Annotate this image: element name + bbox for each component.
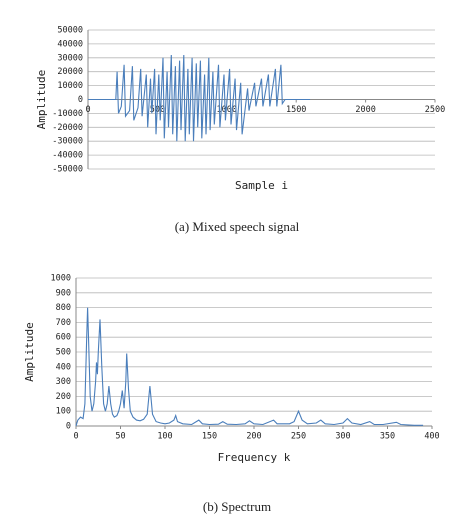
x-tick-label: 400 xyxy=(424,432,439,442)
x-axis-label: Frequency k xyxy=(218,451,291,464)
caption: (a) Mixed speech signal xyxy=(175,219,300,234)
y-tick-label: 600 xyxy=(56,333,71,343)
x-tick-label: 50 xyxy=(115,432,125,442)
x-tick-label: 1000 xyxy=(217,105,237,115)
y-tick-label: 1000 xyxy=(51,274,71,284)
y-axis-label: Amplitude xyxy=(35,70,48,130)
line-series xyxy=(88,54,311,142)
x-tick-label: 350 xyxy=(380,432,395,442)
y-tick-label: -30000 xyxy=(52,137,83,147)
y-tick-label: -40000 xyxy=(52,151,83,161)
x-tick-label: 100 xyxy=(157,432,172,442)
caption: (b) Spectrum xyxy=(203,499,271,514)
y-tick-label: 300 xyxy=(56,377,71,387)
y-tick-label: 900 xyxy=(56,288,71,298)
x-tick-label: 2500 xyxy=(425,105,445,115)
y-tick-label: 0 xyxy=(78,95,83,105)
y-tick-label: 400 xyxy=(56,362,71,372)
x-tick-label: 200 xyxy=(246,432,261,442)
y-tick-label: 10000 xyxy=(57,81,83,91)
x-tick-label: 0 xyxy=(85,105,90,115)
x-axis-label: Sample i xyxy=(235,179,288,192)
x-tick-label: 0 xyxy=(73,432,78,442)
line-series xyxy=(75,307,424,427)
y-tick-label: 200 xyxy=(56,392,71,402)
y-tick-label: 0 xyxy=(66,422,71,432)
y-tick-label: 700 xyxy=(56,318,71,328)
x-tick-label: 2000 xyxy=(355,105,375,115)
y-tick-label: -20000 xyxy=(52,123,83,133)
y-tick-label: 40000 xyxy=(57,39,83,49)
y-tick-label: 800 xyxy=(56,303,71,313)
y-tick-label: 100 xyxy=(56,407,71,417)
y-tick-label: 50000 xyxy=(57,26,83,36)
x-tick-label: 250 xyxy=(291,432,306,442)
x-tick-label: 300 xyxy=(335,432,350,442)
y-tick-label: 500 xyxy=(56,348,71,358)
y-axis-label: Amplitude xyxy=(23,322,36,382)
y-tick-label: -50000 xyxy=(52,165,83,175)
y-tick-label: -10000 xyxy=(52,109,83,119)
x-tick-label: 150 xyxy=(202,432,217,442)
y-tick-label: 30000 xyxy=(57,53,83,63)
x-tick-label: 1500 xyxy=(286,105,306,115)
y-tick-label: 20000 xyxy=(57,67,83,77)
